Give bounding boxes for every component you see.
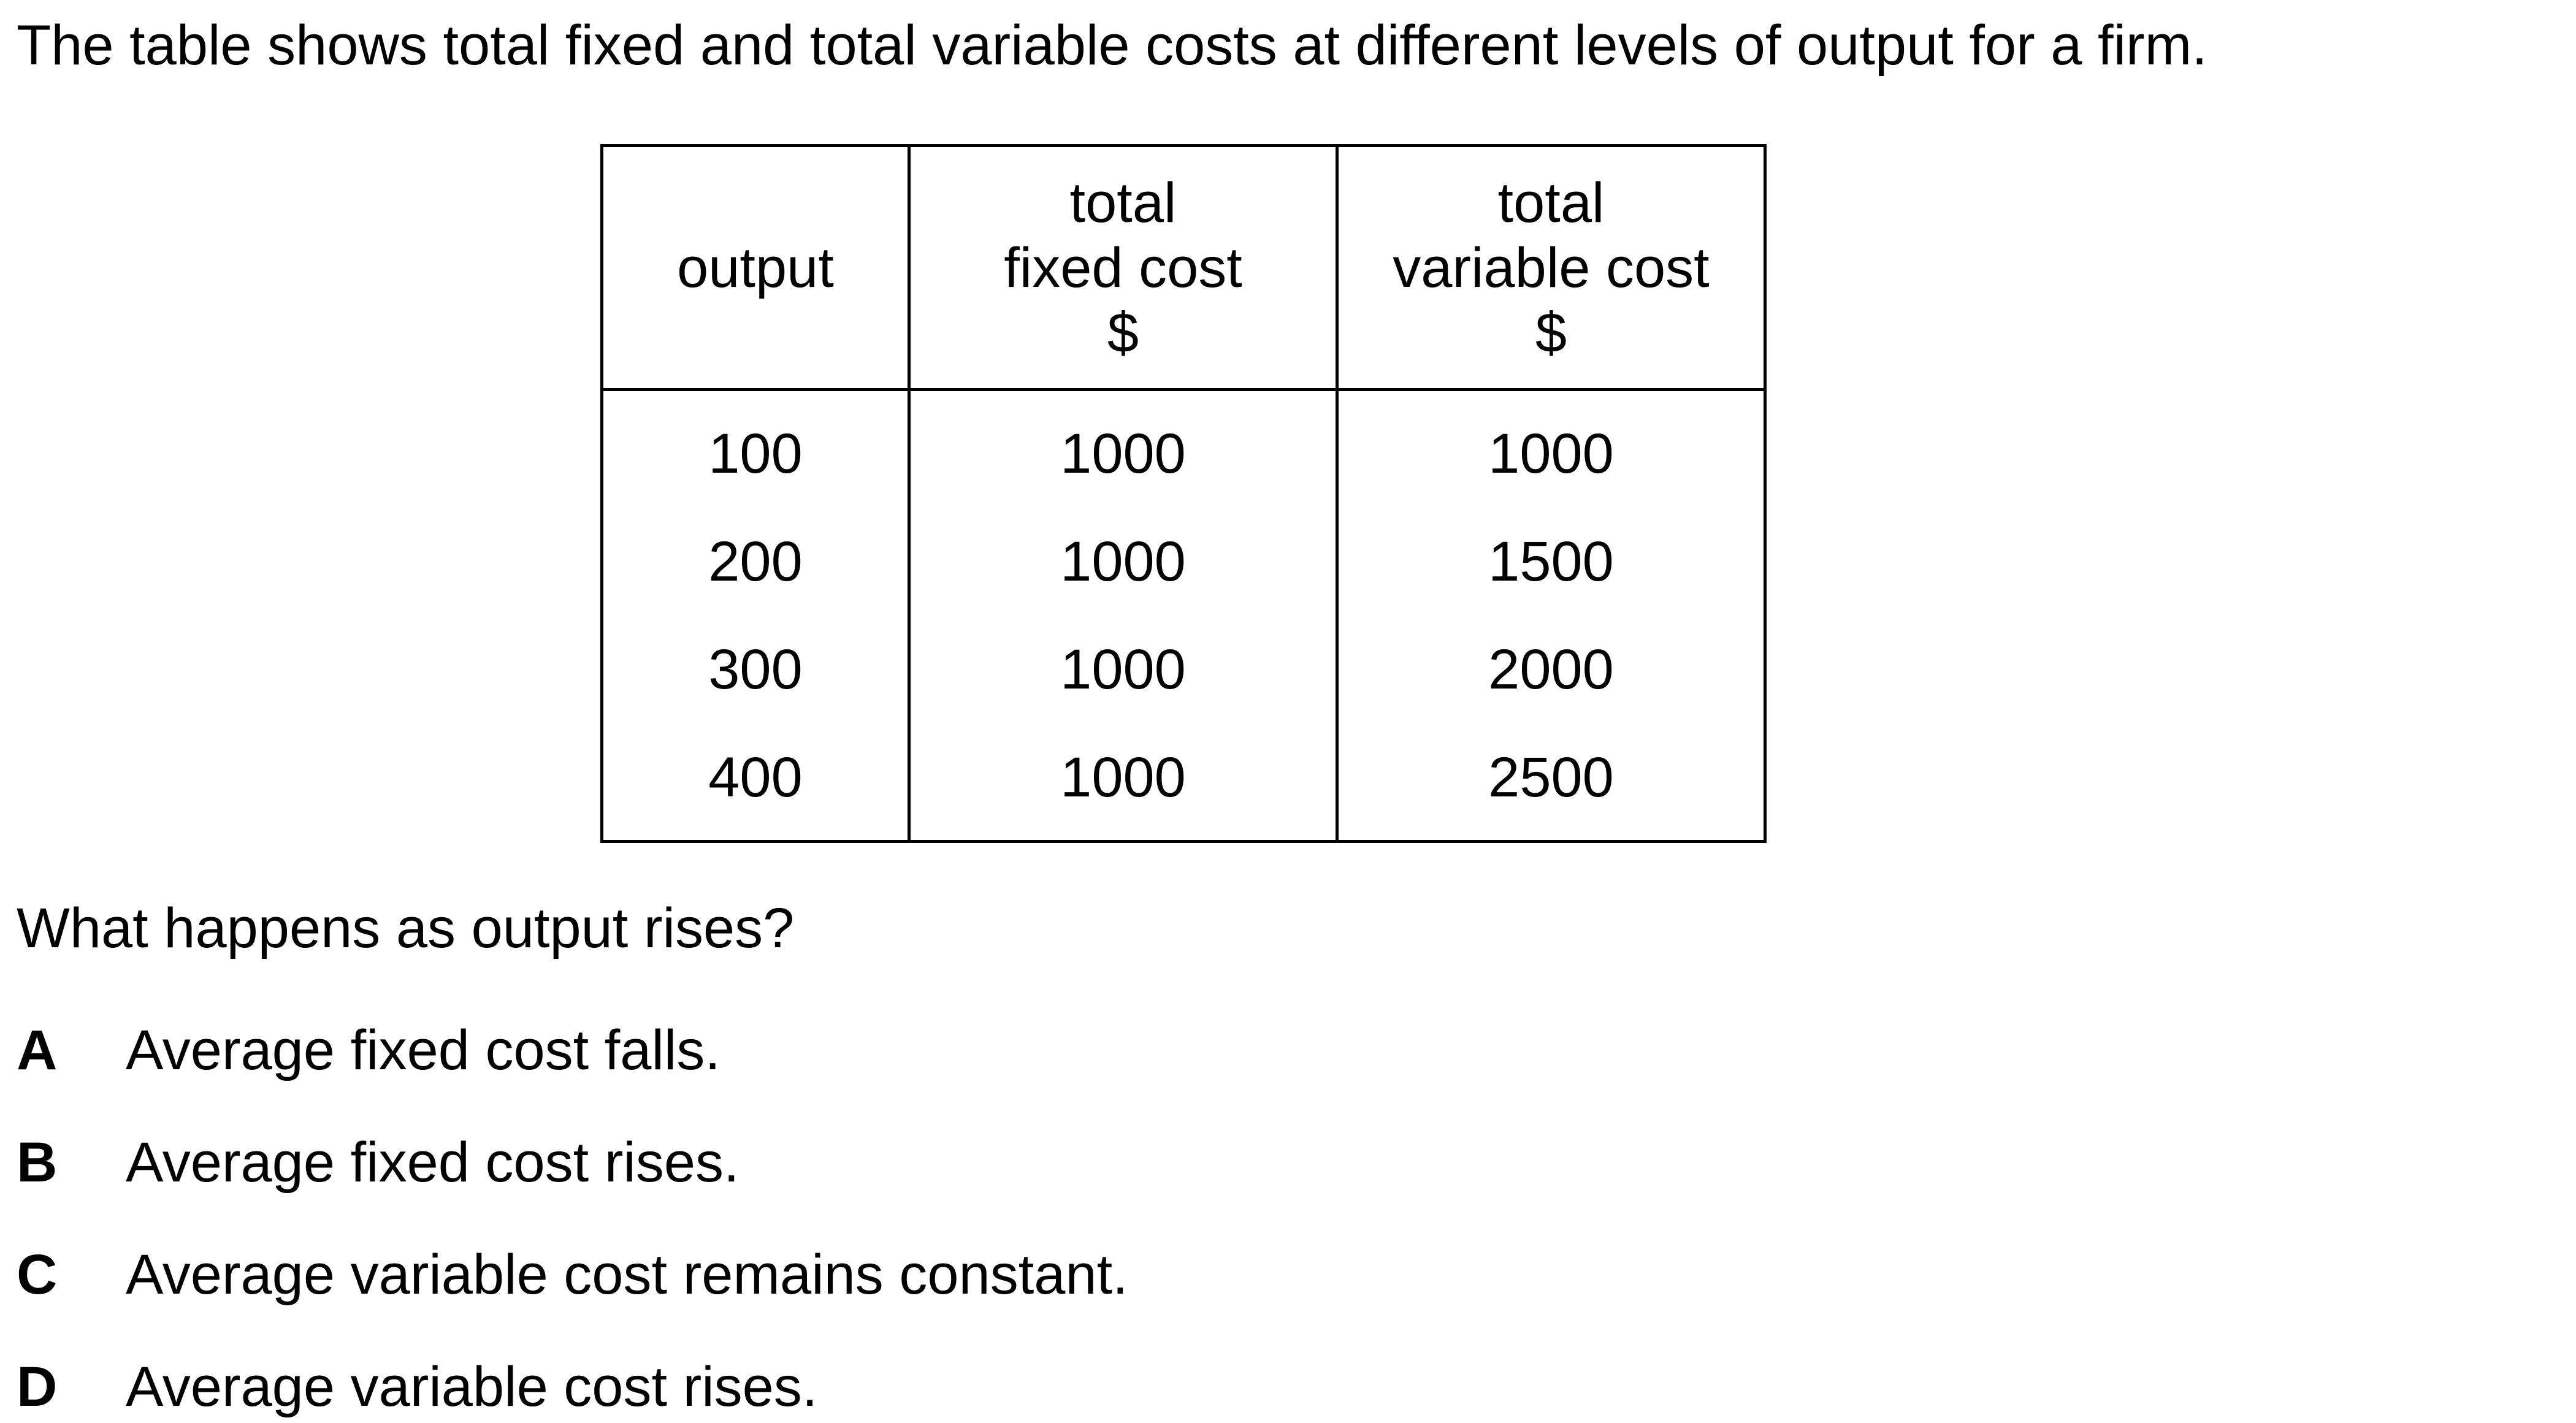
option-d: D Average variable cost rises.: [17, 1359, 817, 1415]
option-a: A Average fixed cost falls.: [17, 1022, 720, 1078]
option-letter: D: [17, 1356, 58, 1418]
option-letter: A: [17, 1019, 58, 1082]
cell-total-variable-cost: 1500: [1336, 508, 1767, 616]
option-text: Average variable cost remains constant.: [126, 1243, 1128, 1306]
table-row: 100 1000 1000: [600, 389, 1767, 508]
intro-text: The table shows total fixed and total va…: [17, 14, 2207, 77]
option-b: B Average fixed cost rises.: [17, 1134, 740, 1191]
cell-total-fixed-cost: 1000: [908, 723, 1339, 843]
cost-table: output total fixed cost $ total variable…: [600, 144, 1767, 843]
header-output: output: [600, 144, 911, 391]
option-letter: C: [17, 1243, 58, 1306]
option-text: Average fixed cost rises.: [126, 1131, 740, 1194]
cell-total-variable-cost: 1000: [1336, 389, 1767, 508]
header-variable-line-1: total: [1497, 171, 1605, 234]
cell-output: 300: [600, 616, 911, 723]
header-variable-unit: $: [1535, 301, 1567, 364]
question-text: What happens as output rises?: [17, 897, 795, 959]
header-total-variable-cost: total variable cost $: [1336, 144, 1767, 391]
cell-total-variable-cost: 2500: [1336, 723, 1767, 843]
option-text: Average variable cost rises.: [126, 1356, 818, 1418]
header-total-fixed-cost: total fixed cost $: [908, 144, 1339, 391]
header-fixed-unit: $: [1107, 301, 1139, 364]
cell-output: 400: [600, 723, 911, 843]
header-output-label: output: [677, 236, 834, 299]
cell-total-fixed-cost: 1000: [908, 389, 1339, 508]
header-fixed-line-2: fixed cost: [1004, 236, 1242, 299]
table-row: 400 1000 2500: [600, 723, 1767, 843]
cell-output: 100: [600, 389, 911, 508]
cell-total-fixed-cost: 1000: [908, 616, 1339, 723]
cell-total-fixed-cost: 1000: [908, 508, 1339, 616]
table-row: 200 1000 1500: [600, 508, 1767, 616]
option-text: Average fixed cost falls.: [126, 1019, 720, 1082]
option-c: C Average variable cost remains constant.: [17, 1246, 1128, 1303]
cell-total-variable-cost: 2000: [1336, 616, 1767, 723]
table-row: 300 1000 2000: [600, 616, 1767, 723]
header-fixed-line-1: total: [1069, 171, 1177, 234]
option-letter: B: [17, 1131, 58, 1194]
cell-output: 200: [600, 508, 911, 616]
header-variable-line-2: variable cost: [1393, 236, 1710, 299]
table-header-row: output total fixed cost $ total variable…: [600, 144, 1767, 391]
